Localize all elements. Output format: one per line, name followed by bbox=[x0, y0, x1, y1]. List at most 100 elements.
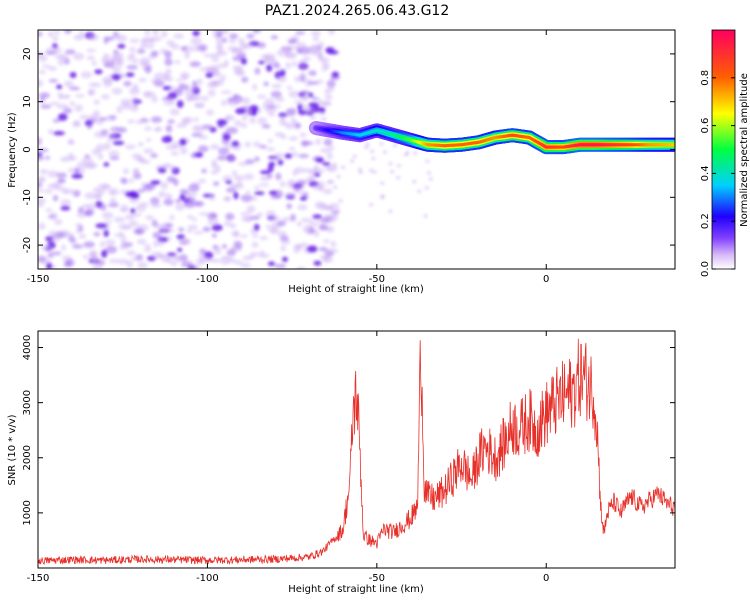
noise-blob bbox=[88, 82, 96, 87]
noise-blob bbox=[326, 152, 333, 160]
noise-blob bbox=[226, 127, 238, 134]
noise-blob bbox=[369, 168, 373, 172]
noise-blob bbox=[73, 34, 85, 41]
noise-blob bbox=[60, 205, 71, 211]
noise-blob bbox=[220, 90, 232, 94]
noise-blob bbox=[150, 203, 162, 208]
noise-blob bbox=[244, 141, 251, 148]
noise-blob bbox=[301, 94, 310, 101]
noise-blob bbox=[64, 188, 75, 194]
noise-blob bbox=[108, 202, 119, 208]
noise-blob bbox=[254, 156, 260, 162]
noise-blob bbox=[131, 97, 138, 103]
noise-blob bbox=[128, 220, 139, 228]
noise-blob bbox=[234, 120, 242, 127]
heatmap-x-axis: -150 -100 -50 0 bbox=[27, 30, 549, 285]
noise-blob bbox=[58, 95, 70, 100]
noise-blob bbox=[111, 73, 121, 81]
noise-blob bbox=[79, 114, 90, 120]
noise-blob bbox=[322, 162, 331, 166]
noise-blob bbox=[169, 214, 175, 221]
noise-blob bbox=[131, 153, 142, 159]
noise-blob bbox=[38, 202, 45, 208]
noise-blob bbox=[249, 251, 260, 257]
noise-blob bbox=[288, 45, 299, 50]
noise-blob bbox=[413, 151, 418, 155]
noise-blob bbox=[235, 107, 247, 115]
noise-blob bbox=[187, 224, 199, 231]
noise-blob bbox=[73, 52, 85, 61]
noise-blob bbox=[268, 190, 278, 196]
noise-blob bbox=[94, 69, 103, 75]
noise-blob bbox=[267, 261, 276, 267]
noise-blob bbox=[264, 98, 275, 106]
noise-blob bbox=[302, 141, 314, 146]
noise-blob bbox=[338, 199, 343, 203]
noise-blob bbox=[144, 126, 152, 131]
noise-blob bbox=[300, 196, 307, 201]
noise-blob bbox=[245, 159, 255, 165]
noise-blob bbox=[251, 241, 259, 248]
noise-blob bbox=[191, 217, 198, 222]
noise-blob bbox=[319, 255, 329, 259]
x-tick-label: -100 bbox=[196, 573, 219, 584]
noise-blob bbox=[279, 181, 287, 188]
noise-blob bbox=[301, 90, 310, 95]
noise-blob bbox=[191, 132, 203, 137]
noise-blob bbox=[129, 105, 139, 112]
noise-blob bbox=[215, 37, 225, 44]
noise-blob bbox=[312, 214, 323, 219]
noise-blob bbox=[309, 115, 317, 120]
noise-blob bbox=[326, 226, 335, 233]
noise-blob bbox=[186, 229, 193, 234]
noise-blob bbox=[75, 93, 85, 98]
noise-blob bbox=[286, 203, 293, 210]
noise-blob bbox=[81, 156, 93, 165]
noise-blob bbox=[93, 99, 100, 105]
noise-blob bbox=[222, 196, 232, 202]
heatmap-ridge bbox=[308, 121, 675, 155]
noise-blob bbox=[285, 62, 292, 69]
noise-blob bbox=[163, 198, 174, 206]
noise-blob bbox=[317, 41, 325, 48]
noise-blob bbox=[60, 199, 72, 207]
noise-blob bbox=[197, 78, 203, 86]
noise-blob bbox=[214, 164, 221, 173]
noise-blob bbox=[221, 255, 232, 260]
noise-blob bbox=[241, 115, 248, 122]
noise-blob bbox=[121, 102, 132, 110]
noise-blob bbox=[159, 163, 170, 169]
noise-blob bbox=[134, 229, 143, 235]
noise-blob bbox=[330, 240, 337, 248]
noise-blob bbox=[199, 248, 207, 254]
noise-blob bbox=[293, 243, 304, 250]
noise-blob bbox=[48, 230, 58, 237]
noise-blob bbox=[284, 153, 293, 159]
noise-blob bbox=[129, 87, 140, 96]
noise-blob bbox=[371, 157, 376, 160]
noise-blob bbox=[68, 86, 81, 91]
noise-blob bbox=[239, 234, 249, 238]
noise-blob bbox=[124, 144, 136, 150]
noise-blob bbox=[308, 92, 314, 98]
noise-blob bbox=[277, 75, 287, 83]
noise-blob bbox=[62, 231, 74, 239]
noise-blob bbox=[274, 263, 287, 269]
noise-blob bbox=[212, 181, 220, 186]
noise-blob bbox=[144, 65, 152, 74]
noise-blob bbox=[424, 186, 429, 190]
x-tick-label: -50 bbox=[369, 573, 385, 584]
noise-blob bbox=[105, 239, 116, 247]
noise-blob bbox=[296, 47, 302, 54]
noise-blob bbox=[296, 221, 303, 227]
noise-blob bbox=[47, 254, 55, 259]
noise-blob bbox=[164, 223, 174, 228]
noise-blob bbox=[167, 119, 175, 124]
noise-blob bbox=[48, 78, 59, 83]
colorbar-tick-label: 0.4 bbox=[700, 165, 711, 181]
noise-blob bbox=[165, 124, 173, 133]
noise-blob bbox=[119, 73, 127, 79]
noise-blob bbox=[254, 67, 261, 75]
noise-blob bbox=[306, 245, 318, 253]
noise-blob bbox=[276, 220, 286, 227]
